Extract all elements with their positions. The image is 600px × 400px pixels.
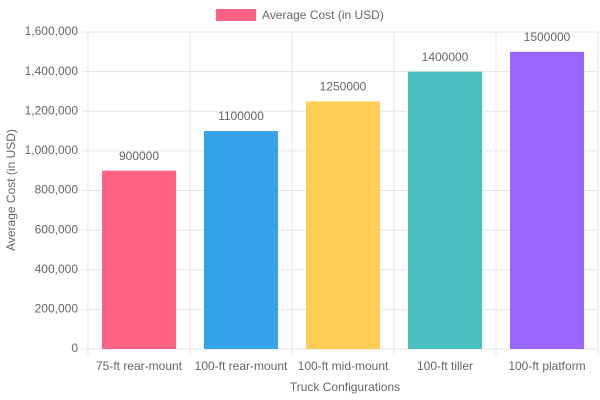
- bar: [204, 131, 278, 349]
- bar: [408, 71, 482, 349]
- y-axis-title: Average Cost (in USD): [4, 129, 18, 251]
- x-tick-label: 100-ft tiller: [417, 359, 473, 373]
- x-axis-title: Truck Configurations: [290, 380, 400, 394]
- y-tick-label: 1,200,000: [25, 103, 79, 117]
- data-label: 1100000: [218, 109, 264, 123]
- x-tick-label: 100-ft platform: [508, 359, 585, 373]
- y-tick-label: 1,000,000: [25, 143, 79, 157]
- data-label: 1400000: [422, 50, 469, 64]
- y-tick-label: 0: [71, 341, 78, 355]
- x-tick-label: 75-ft rear-mount: [96, 359, 183, 373]
- bar: [102, 170, 176, 349]
- x-tick-label: 100-ft mid-mount: [298, 359, 389, 373]
- data-label: 900000: [119, 149, 159, 163]
- legend-swatch: [216, 9, 256, 21]
- legend-label: Average Cost (in USD): [262, 8, 384, 22]
- y-tick-label: 400,000: [35, 262, 79, 276]
- bar: [306, 101, 380, 349]
- x-tick-label: 100-ft rear-mount: [195, 359, 288, 373]
- data-label: 1250000: [320, 80, 367, 94]
- bar: [510, 51, 584, 349]
- y-tick-label: 800,000: [35, 183, 79, 197]
- y-tick-label: 200,000: [35, 302, 79, 316]
- data-label: 1500000: [524, 30, 571, 44]
- y-tick-label: 600,000: [35, 222, 79, 236]
- y-tick-label: 1,400,000: [25, 64, 79, 78]
- y-tick-label: 1,600,000: [25, 24, 79, 38]
